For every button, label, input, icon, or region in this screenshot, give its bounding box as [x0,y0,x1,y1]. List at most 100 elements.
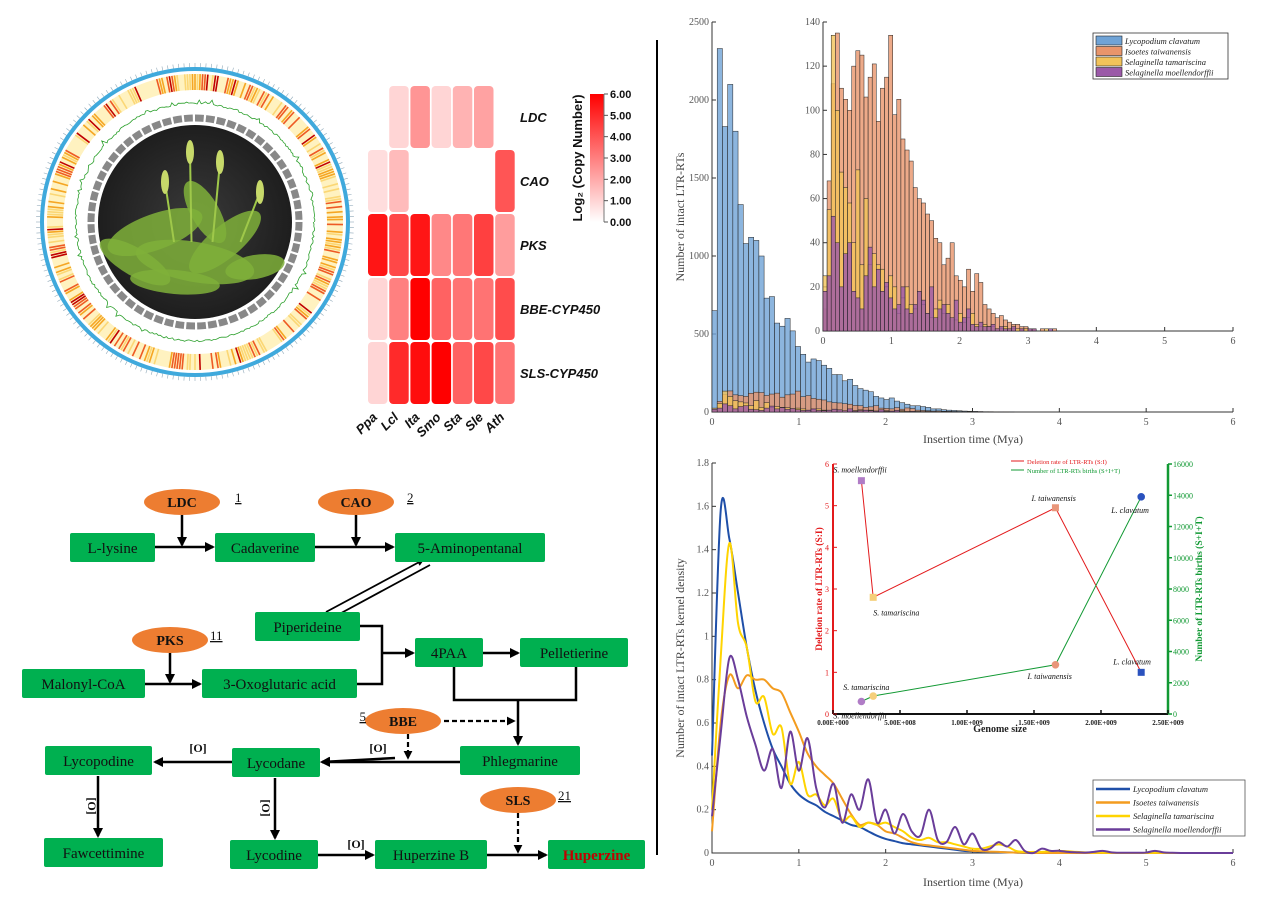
scale-tick [232,67,234,72]
x-tick-label: 5.00E+008 [884,719,916,727]
histogram-bar [826,275,832,332]
y-tick-label: 2000 [1173,679,1189,688]
scale-tick [323,308,327,312]
density-mark [260,93,270,109]
deletion-rate-point [1051,504,1059,512]
density-mark [210,75,214,92]
density-mark [93,113,106,127]
x-tick-label: 0 [710,417,715,428]
heatmap-cell [495,278,515,340]
legend-entry: Isoetes taiwanensis [1132,798,1200,808]
y-tick-label: 3 [825,585,829,594]
heatmap-cell [431,278,452,340]
histogram-bar [896,304,902,332]
density-mark [109,100,120,115]
x-tick-label: 4 [1094,336,1099,347]
scale-tick [226,373,229,378]
heatmap-cell [368,150,388,212]
density-mark [247,342,256,358]
scale-tick [76,325,81,329]
histogram-bar [1040,328,1045,332]
compound-label: Piperideine [273,620,342,636]
density-mark [50,187,67,194]
compound-box-lycopodine [45,746,152,775]
histogram-bar [716,48,723,413]
scale-tick [348,243,353,245]
contig-segment [283,262,294,274]
x-tick-label: 5 [1144,858,1149,869]
density-mark [306,142,321,153]
legend-box [1008,455,1158,475]
compound-label: Fawcettimine [63,846,145,862]
scale-tick [320,312,324,316]
strobilus [216,150,224,174]
scale-tick [313,321,317,325]
contig-segment [282,168,293,180]
histogram-bar [815,410,822,413]
y-tick-label: 1.6 [697,501,710,512]
scale-tick [156,67,158,72]
density-mark [176,352,180,369]
scale-tick [329,142,333,145]
contig-segment [101,160,113,172]
density-mark [86,120,100,133]
density-mark [56,268,73,276]
density-mark [50,248,67,254]
enzyme-label: LDC [167,496,197,511]
y-tick-label: 8000 [1173,585,1189,594]
density-mark [273,326,285,341]
heatmap-cell [452,214,473,276]
y-tick-label: 500 [694,329,709,340]
histogram-bar [883,411,890,413]
histogram-bar [711,310,718,413]
scale-tick [290,343,294,348]
scale-tick [110,353,114,357]
density-mark [122,337,132,352]
histogram-bar [880,291,885,332]
contig-segment [215,116,227,126]
scale-tick [326,303,330,307]
contig-segment [153,314,164,325]
density-mark [49,244,66,249]
deletion-rate-point [1137,668,1145,676]
density-mark [70,293,85,304]
density-mark [77,302,92,314]
density-mark [271,101,283,116]
density-mark [76,132,91,144]
density-mark [74,134,89,146]
density-mark [63,283,79,293]
scale-tick [276,353,280,357]
scale-tick [45,274,50,277]
histogram-bar [974,273,980,332]
plant-stem [189,151,193,243]
x-tick-label: 6 [1231,417,1236,428]
heatmap-cell [431,342,452,404]
density-mark [316,163,332,172]
density-mark [226,349,232,366]
scale-tick [272,84,275,88]
scale-tick [135,74,138,79]
histogram-bar [904,308,910,332]
density-mark [47,232,64,236]
contig-segment [103,274,114,286]
y-tick-label: 100 [805,105,820,116]
scale-tick [120,358,123,363]
histogram-bar [763,407,770,413]
histogram-bar [843,253,848,332]
contig-segment [228,313,239,324]
density-mark [275,325,287,340]
density-mark [65,285,80,295]
contig-segment [269,150,281,162]
histogram-bar [958,321,963,332]
histogram-bar [912,304,918,332]
density-mark [171,352,176,369]
heatmap-cell [452,86,473,148]
y-tick-label: 0.2 [697,805,710,816]
contig-segment [290,188,300,200]
compound-box-paa [415,638,483,667]
density-mark [165,76,171,93]
histogram-bar [990,324,996,332]
colorbar-tick-label: 3.00 [610,153,631,165]
scale-tick [92,340,96,344]
legend-entry: Deletion rate of LTR-RTs (S:I) [1027,459,1107,466]
